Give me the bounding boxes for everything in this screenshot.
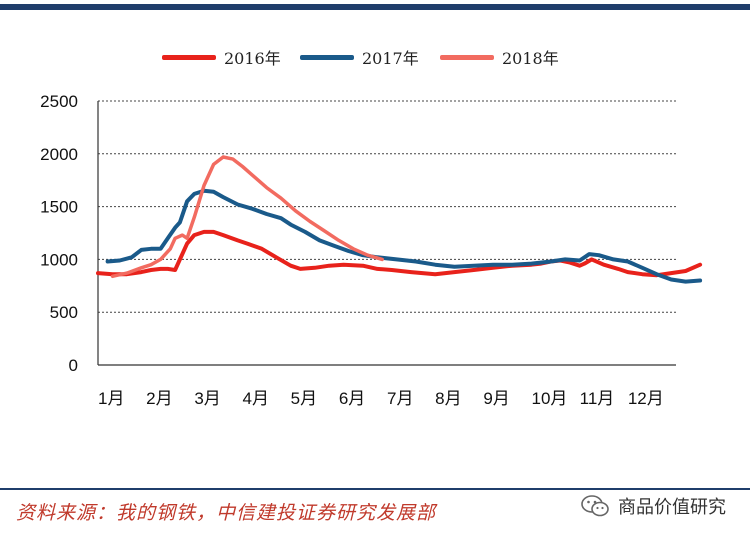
legend-swatch-2018 — [440, 54, 494, 60]
y-tick-label-1500: 1500 — [40, 198, 78, 217]
legend-label-2017: 2017年 — [362, 49, 419, 68]
legend-swatch-2017 — [300, 54, 354, 60]
brand-label: 商品价值研究 — [618, 497, 726, 518]
x-tick-label-11: 11月 — [580, 389, 615, 408]
legend-label-2018: 2018年 — [502, 49, 559, 68]
y-tick-label-2500: 2500 — [40, 92, 78, 111]
wechat-icon — [581, 495, 609, 517]
y-tick-label-2000: 2000 — [40, 145, 78, 164]
x-tick-label-7: 7月 — [387, 389, 413, 408]
x-tick-label-5: 5月 — [291, 389, 317, 408]
x-tick-label-1: 1月 — [98, 389, 124, 408]
legend-item-2016: 2016年 — [162, 44, 281, 70]
legend-swatch-2016 — [162, 54, 216, 60]
y-tick-label-1000: 1000 — [40, 250, 78, 269]
x-tick-label-9: 9月 — [483, 389, 509, 408]
y-tick-label-500: 500 — [50, 303, 78, 322]
x-tick-label-4: 4月 — [243, 389, 269, 408]
series-line-2017年 — [105, 188, 703, 284]
x-tick-label-8: 8月 — [435, 389, 461, 408]
brand-badge: 商品价值研究 — [580, 493, 726, 519]
x-tick-label-6: 6月 — [339, 389, 365, 408]
x-tick-label-3: 3月 — [194, 389, 220, 408]
x-tick-label-10: 10月 — [532, 389, 568, 408]
legend-item-2018: 2018年 — [440, 44, 559, 70]
y-tick-label-0: 0 — [69, 356, 78, 375]
x-tick-label-2: 2月 — [146, 389, 172, 408]
footer-divider — [0, 488, 750, 490]
series-line-2018年 — [110, 155, 384, 279]
legend-item-2017: 2017年 — [300, 44, 419, 70]
source-note: 资料来源：我的钢铁，中信建投证券研究发展部 — [16, 502, 437, 524]
line-chart: 0 500 1000 1500 2000 2500 1月 2月 3月 4月 5月 6月 7月 8月 9月 10… — [40, 92, 703, 408]
top-accent-bar — [0, 4, 750, 10]
chart-legend: 2016年 2017年 2018年 — [0, 44, 750, 70]
legend-label-2016: 2016年 — [224, 49, 281, 68]
series-line-2016年 — [96, 229, 703, 278]
x-tick-label-12: 12月 — [628, 389, 664, 408]
